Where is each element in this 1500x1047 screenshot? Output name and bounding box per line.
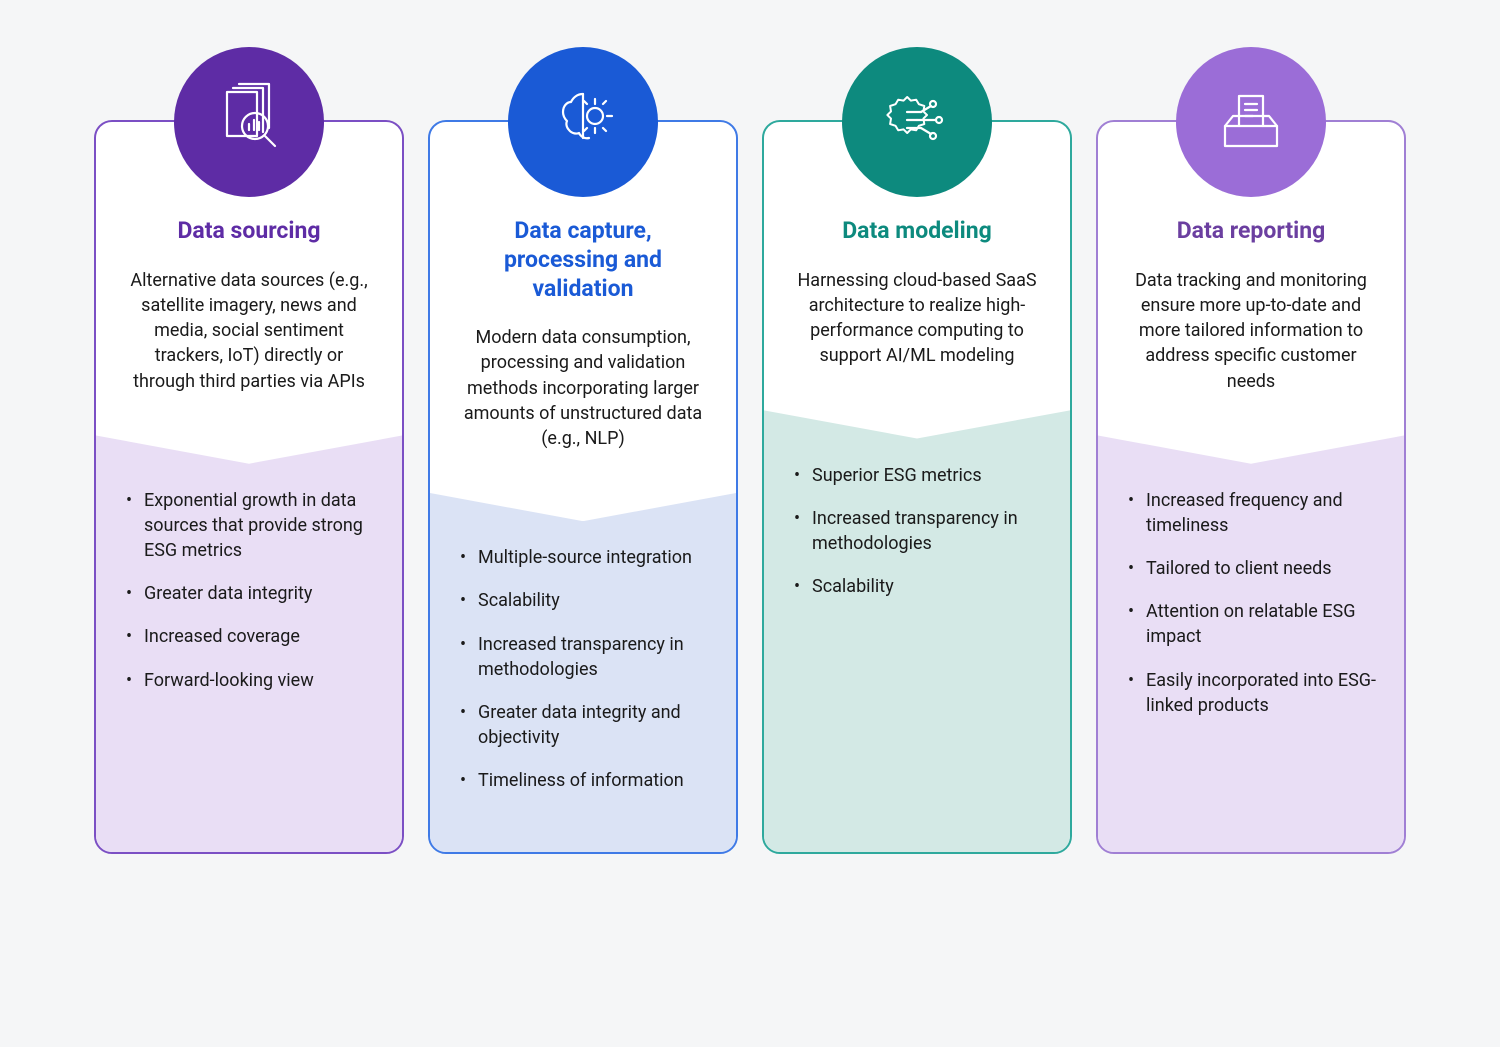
bullet-item: Greater data integrity <box>122 581 376 606</box>
bullet-item: Attention on relatable ESG impact <box>1124 599 1378 649</box>
card-title: Data reporting <box>1124 217 1378 246</box>
bullet-item: Exponential growth in data sources that … <box>122 488 376 564</box>
card-sourcing: Data sourcing Alternative data sources (… <box>94 120 404 854</box>
bullet-item: Scalability <box>790 574 1044 599</box>
card-title: Data capture, processing and validation <box>456 217 710 303</box>
badge-reporting <box>1176 47 1326 197</box>
bullet-item: Easily incorporated into ESG-linked prod… <box>1124 668 1378 718</box>
bullet-item: Forward-looking view <box>122 668 376 693</box>
badge-modeling <box>842 47 992 197</box>
bullet-item: Increased frequency and timeliness <box>1124 488 1378 538</box>
bullet-item: Multiple-source integration <box>456 545 710 570</box>
bullet-item: Tailored to client needs <box>1124 556 1378 581</box>
card-title: Data sourcing <box>122 217 376 246</box>
card-description: Data tracking and monitoring ensure more… <box>1124 268 1378 394</box>
brain-gear-icon <box>543 82 623 162</box>
card-description: Alternative data sources (e.g., satellit… <box>122 268 376 394</box>
bullet-item: Superior ESG metrics <box>790 463 1044 488</box>
archive-doc-icon <box>1211 82 1291 162</box>
bullet-item: Increased coverage <box>122 624 376 649</box>
documents-magnify-icon <box>209 82 289 162</box>
card-modeling: Data modeling Harnessing cloud-based Saa… <box>762 120 1072 854</box>
bullet-item: Increased transparency in methodologies <box>456 632 710 682</box>
chevron-divider <box>1098 424 1404 464</box>
chevron-divider <box>764 399 1070 439</box>
card-capture: Data capture, processing and validation … <box>428 120 738 854</box>
card-bullets: Superior ESG metrics Increased transpare… <box>764 439 1070 852</box>
bullet-item: Increased transparency in methodologies <box>790 506 1044 556</box>
badge-capture <box>508 47 658 197</box>
card-description: Harnessing cloud-based SaaS architecture… <box>790 268 1044 369</box>
card-description: Modern data consumption, processing and … <box>456 325 710 451</box>
card-bullets: Multiple-source integration Scalability … <box>430 521 736 851</box>
card-title: Data modeling <box>790 217 1044 246</box>
chevron-divider <box>430 481 736 521</box>
bullet-item: Timeliness of information <box>456 768 710 793</box>
bullet-item: Scalability <box>456 588 710 613</box>
gear-network-icon <box>877 82 957 162</box>
badge-sourcing <box>174 47 324 197</box>
chevron-divider <box>96 424 402 464</box>
card-bullets: Increased frequency and timeliness Tailo… <box>1098 464 1404 852</box>
infographic-row: Data sourcing Alternative data sources (… <box>50 40 1450 854</box>
bullet-item: Greater data integrity and objectivity <box>456 700 710 750</box>
card-bullets: Exponential growth in data sources that … <box>96 464 402 852</box>
card-reporting: Data reporting Data tracking and monitor… <box>1096 120 1406 854</box>
